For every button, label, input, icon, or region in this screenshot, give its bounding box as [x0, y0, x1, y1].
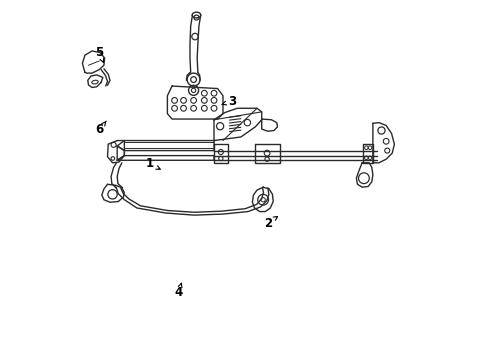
Text: 2: 2	[263, 216, 277, 230]
Text: 3: 3	[222, 95, 236, 108]
Text: 1: 1	[145, 157, 160, 170]
Text: 4: 4	[174, 283, 182, 300]
Text: 5: 5	[95, 46, 103, 62]
Text: 6: 6	[95, 121, 106, 136]
